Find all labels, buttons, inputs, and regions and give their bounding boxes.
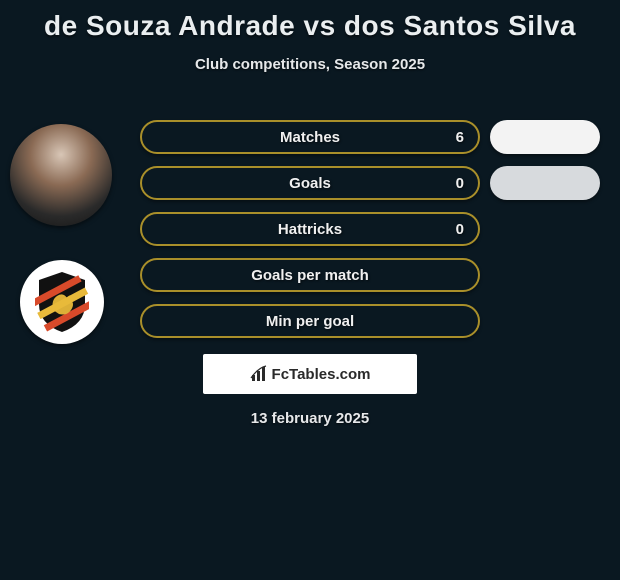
- stat-row-goals: Goals 0: [140, 166, 480, 200]
- crest-icon: [35, 270, 89, 334]
- stat-row-goals-per-match: Goals per match: [140, 258, 480, 292]
- comparison-date: 13 february 2025: [0, 410, 620, 427]
- comparison-title: de Souza Andrade vs dos Santos Silva: [0, 0, 620, 42]
- stat-label: Hattricks: [142, 221, 478, 238]
- subtitle: Club competitions, Season 2025: [0, 56, 620, 73]
- stat-label: Matches: [142, 129, 478, 146]
- player1-avatar: [10, 124, 112, 226]
- opponent-stat-matches: [490, 120, 600, 154]
- bar-chart-icon: [250, 365, 268, 383]
- stat-label: Min per goal: [142, 313, 478, 330]
- stat-row-min-per-goal: Min per goal: [140, 304, 480, 338]
- attribution-text: FcTables.com: [272, 366, 371, 383]
- stat-row-matches: Matches 6: [140, 120, 480, 154]
- opponent-stats-column: [490, 120, 600, 212]
- attribution-badge: FcTables.com: [203, 354, 417, 394]
- opponent-stat-goals: [490, 166, 600, 200]
- stats-column: Matches 6 Goals 0 Hattricks 0 Goals per …: [140, 120, 480, 350]
- player2-club-crest: [20, 260, 104, 344]
- stat-label: Goals: [142, 175, 478, 192]
- stat-value: 0: [456, 221, 464, 238]
- stat-value: 6: [456, 129, 464, 146]
- stat-row-hattricks: Hattricks 0: [140, 212, 480, 246]
- stat-label: Goals per match: [142, 267, 478, 284]
- stat-value: 0: [456, 175, 464, 192]
